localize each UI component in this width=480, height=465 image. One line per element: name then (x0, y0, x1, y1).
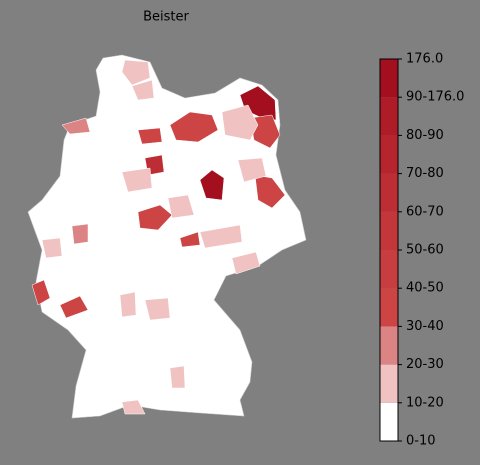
district (31, 279, 51, 306)
district (169, 365, 186, 389)
colorbar-label: 30-40 (406, 319, 444, 334)
district (144, 297, 171, 321)
district (61, 117, 91, 135)
district (121, 59, 151, 86)
colorbar-segment (380, 135, 398, 174)
district (167, 194, 195, 219)
district (119, 291, 137, 318)
map-title: Beister (143, 10, 189, 25)
colorbar-segment (380, 250, 398, 289)
district (199, 224, 243, 249)
colorbar-segment (380, 59, 398, 98)
colorbar-label: 10-20 (406, 395, 444, 410)
colorbar: 0-10 10-20 20-30 30-40 40-50 50-60 60-70 70-80 8… (379, 52, 464, 449)
district (254, 174, 286, 209)
colorbar-label: 50-60 (406, 243, 444, 258)
colorbar-segment (380, 288, 398, 327)
district (137, 204, 173, 231)
district (41, 237, 63, 259)
district (121, 167, 153, 193)
colorbar-segment (380, 364, 398, 403)
colorbar-label: 40-50 (406, 281, 444, 296)
district (169, 111, 219, 143)
colorbar-label: 90-176.0 (406, 90, 464, 105)
colorbar-label: 0-10 (406, 434, 436, 449)
district (137, 127, 163, 145)
colorbar-segment (380, 97, 398, 136)
colorbar-label: 20-30 (406, 357, 444, 372)
colorbar-segment (380, 402, 398, 441)
district (71, 223, 89, 245)
colorbar-label: 80-90 (406, 128, 444, 143)
colorbar-label: 70-80 (406, 166, 444, 181)
district (179, 231, 201, 248)
colorbar-label: 176.0 (406, 52, 443, 67)
district (199, 169, 225, 201)
germany (27, 54, 307, 419)
district (237, 157, 267, 183)
district (59, 295, 89, 319)
district (249, 114, 281, 149)
country-outline (27, 54, 307, 419)
colorbar-label: 60-70 (406, 204, 444, 219)
district (231, 251, 261, 275)
colorbar-segment (380, 211, 398, 250)
district (221, 104, 259, 141)
colorbar-segment (380, 173, 398, 212)
district (121, 399, 146, 415)
districts (31, 59, 286, 415)
district (131, 79, 155, 101)
colorbar-segment (380, 326, 398, 365)
